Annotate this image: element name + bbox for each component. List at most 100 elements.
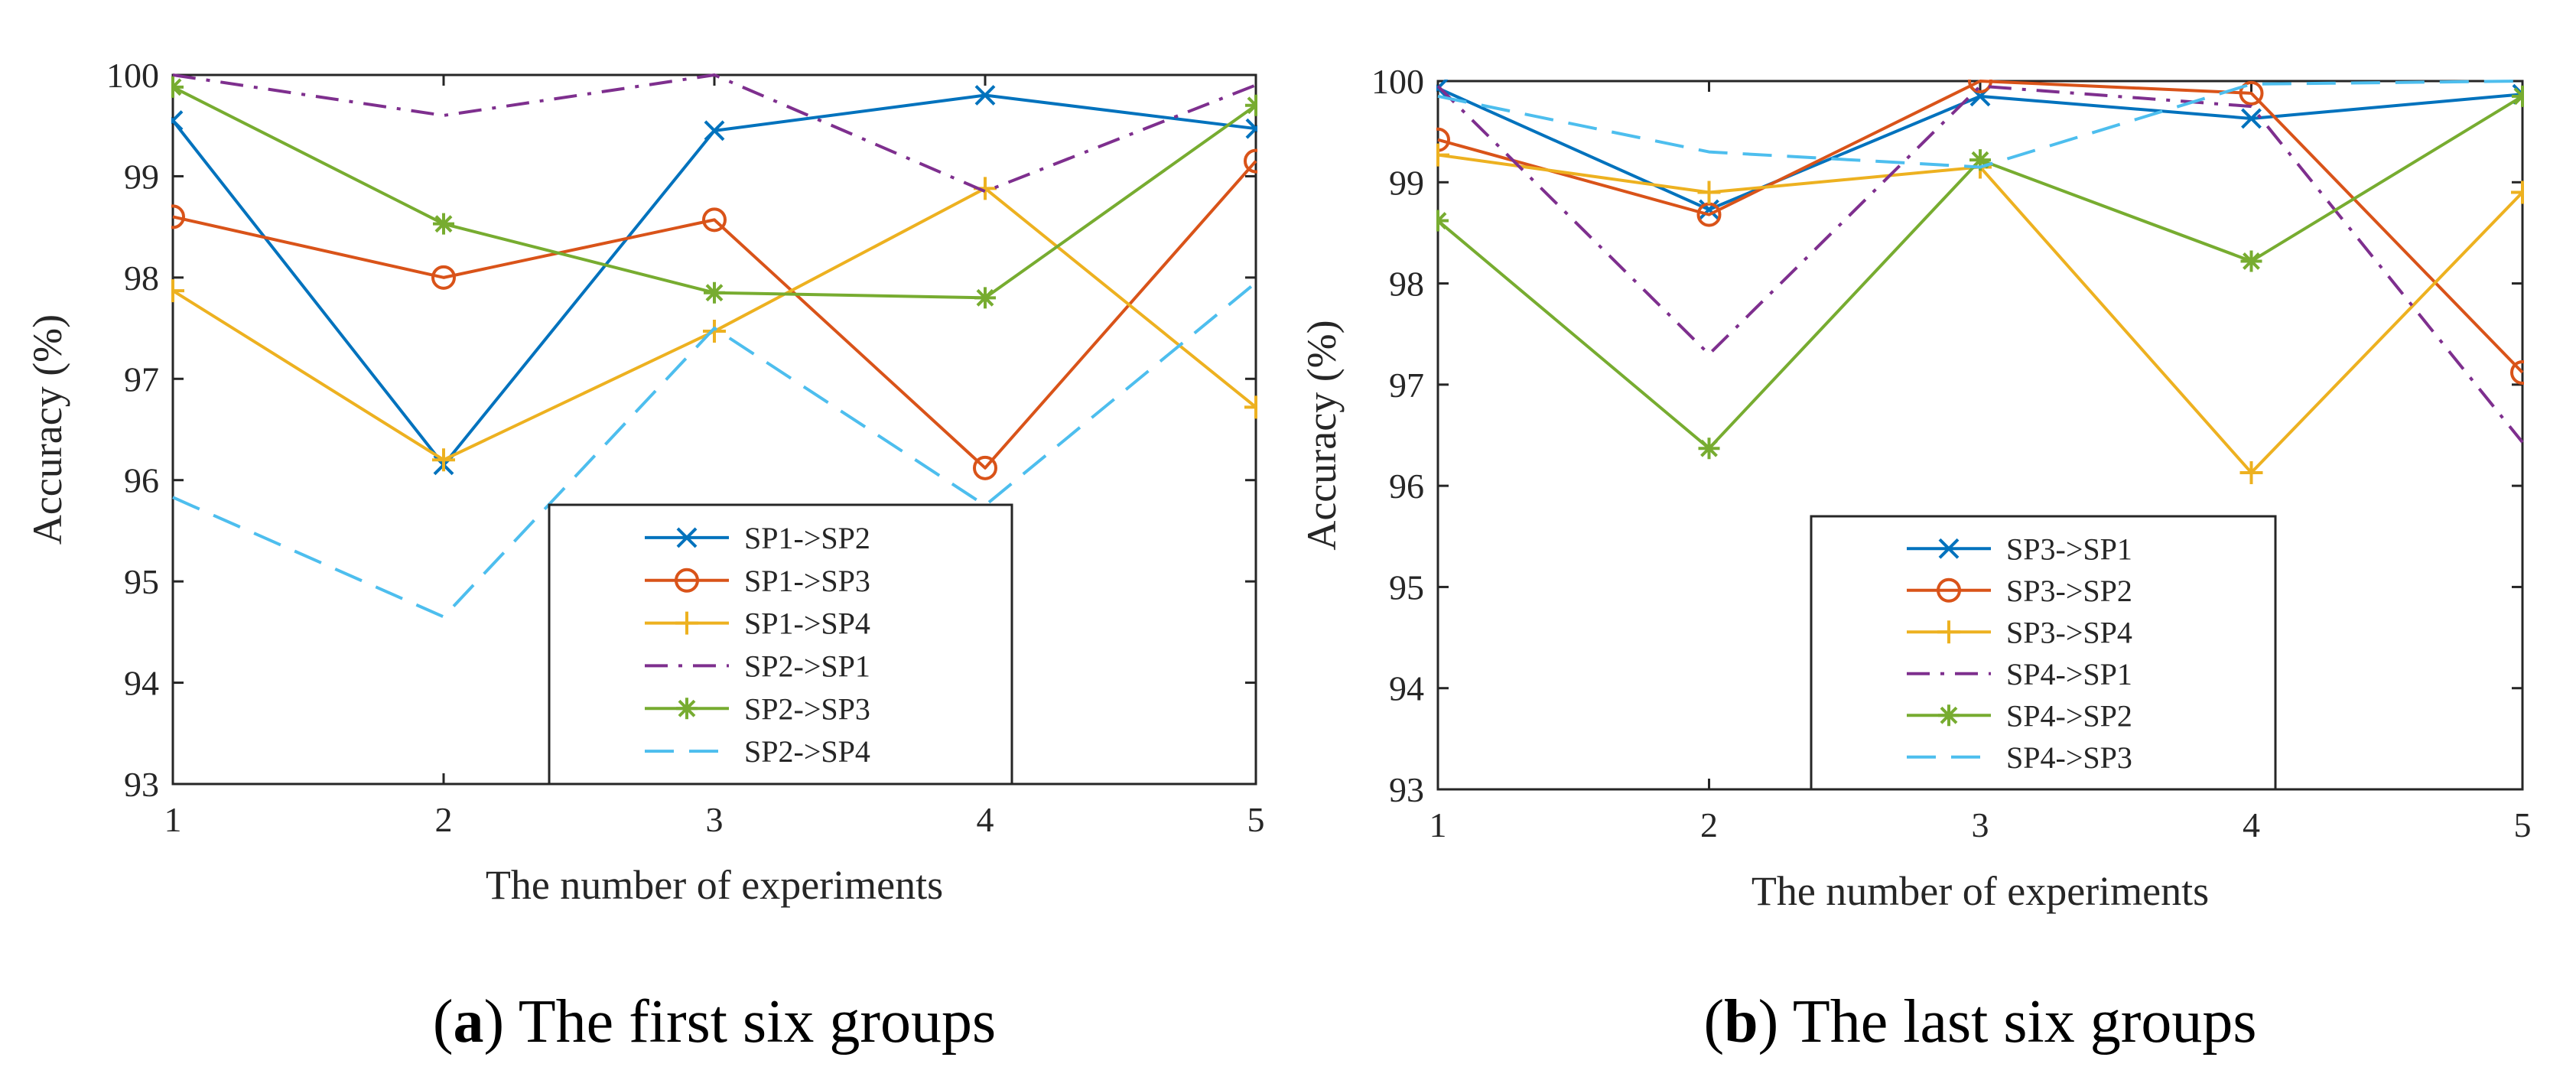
data-point-star-marker-4 — [974, 287, 996, 309]
data-point-x-marker-5 — [1245, 118, 1257, 139]
series-line — [1437, 80, 2523, 169]
data-point-plus-marker-4 — [2239, 460, 2263, 484]
data-point-circle-marker-0 — [1937, 577, 1961, 603]
legend-label: SP3->SP1 — [2006, 532, 2132, 566]
chart-a-x-tick-label: 1 — [164, 800, 182, 839]
caption-open-paren: ( — [433, 988, 454, 1056]
data-point-plus-marker-1 — [171, 279, 184, 303]
data-point-plus-marker-5 — [1244, 395, 1257, 419]
chart-a-legend-box — [548, 503, 1013, 786]
data-point-circle-marker-5 — [1244, 148, 1257, 174]
caption-text: The last six groups — [1793, 988, 2257, 1056]
chart-b-y-tick-label: 95 — [1389, 568, 1424, 607]
chart-b-x-tick-label: 2 — [1700, 805, 1718, 844]
data-point-x-marker-0 — [676, 527, 698, 548]
data-point-circle-marker-3 — [1968, 80, 1992, 93]
chart-a-series-sp1sp2 — [171, 85, 1257, 476]
chart-b-series-sp4sp1 — [1436, 84, 2524, 444]
chart-b-legend: SP3->SP1 SP3->SP2 SP3->SP4 SP4->SP1 SP4->SP2… — [1810, 515, 2277, 791]
data-point-x-marker-0 — [1938, 538, 1960, 559]
legend-item: SP3->SP2 — [1907, 574, 2132, 608]
series-line — [172, 73, 1257, 194]
legend-item: SP4->SP1 — [1907, 657, 2132, 691]
series-line — [172, 281, 1257, 619]
data-point-star-marker-0 — [1938, 704, 1960, 727]
data-point-circle-marker-2 — [1696, 202, 1722, 227]
data-point-plus-marker-5 — [2511, 181, 2524, 204]
legend-label: SP2->SP3 — [744, 691, 870, 726]
data-point-plus-marker-0 — [675, 611, 698, 635]
chart-a-y-tick-label: 99 — [124, 157, 159, 196]
legend-item: SP4->SP2 — [1907, 698, 2132, 733]
data-point-circle-marker-4 — [973, 455, 997, 480]
chart-b-y-axis-label: Accuracy (%) — [1299, 320, 1345, 550]
chart-b-legend-box — [1810, 515, 2277, 791]
legend-label: SP3->SP2 — [2006, 574, 2132, 608]
data-point-circle-marker-5 — [2510, 359, 2524, 385]
chart-a-caption: (a) The first six groups — [433, 988, 996, 1056]
chart-a-y-tick-label: 93 — [124, 765, 159, 804]
chart-b-series-sp4sp3 — [1437, 80, 2523, 169]
chart-b-series-sp4sp2 — [1436, 85, 2524, 460]
data-point-star-marker-5 — [2512, 85, 2524, 107]
chart-a-x-axis-label: The number of experiments — [486, 862, 943, 908]
data-point-x-marker-2 — [1699, 199, 1719, 220]
data-point-plus-marker-2 — [432, 448, 455, 472]
chart-a-series-sp2sp3 — [171, 76, 1257, 309]
chart-b-x-tick-label: 1 — [1429, 805, 1447, 844]
data-point-plus-marker-3 — [703, 320, 726, 343]
chart-a-series-sp1sp4 — [171, 177, 1257, 472]
data-point-x-marker-1 — [171, 110, 184, 132]
caption-letter: a — [454, 988, 484, 1056]
chart-b-plot-area — [1436, 80, 2524, 484]
data-point-plus-marker-2 — [1697, 181, 1721, 204]
legend-label: SP2->SP4 — [744, 734, 870, 769]
legend-item: SP1->SP3 — [645, 564, 870, 598]
chart-a-x-tick-label: 5 — [1247, 800, 1265, 839]
data-point-star-marker-1 — [1436, 210, 1449, 232]
caption-open-paren: ( — [1704, 988, 1725, 1056]
legend-label: SP4->SP2 — [2006, 698, 2132, 733]
data-point-circle-marker-4 — [2239, 80, 2264, 106]
legend-item: SP1->SP4 — [645, 607, 870, 641]
series-line — [1436, 84, 2524, 444]
series-line — [1437, 80, 2524, 374]
legend-label: SP2->SP1 — [744, 649, 870, 683]
chart-b-caption: (b) The last six groups — [1704, 988, 2257, 1056]
legend-item: SP3->SP1 — [1907, 532, 2132, 566]
chart-a-y-tick-label: 95 — [124, 562, 159, 601]
data-point-circle-marker-0 — [675, 568, 699, 593]
chart-b-y-tick-label: 100 — [1371, 62, 1424, 101]
legend-label: SP4->SP3 — [2006, 740, 2132, 775]
chart-a-y-tick-label: 94 — [124, 664, 159, 703]
legend-item: SP2->SP3 — [645, 691, 870, 726]
legend-item: SP2->SP1 — [645, 649, 870, 683]
chart-a-x-tick-label: 4 — [977, 800, 994, 839]
chart-b-y-tick-label: 98 — [1389, 265, 1424, 304]
data-point-circle-marker-2 — [431, 265, 456, 290]
data-point-star-marker-3 — [1969, 149, 1991, 171]
legend-label: SP4->SP1 — [2006, 657, 2132, 691]
chart-a-y-axis-label: Accuracy (%) — [24, 314, 70, 545]
data-point-x-marker-4 — [974, 85, 996, 106]
data-point-circle-marker-3 — [702, 207, 727, 233]
data-point-plus-marker-1 — [1436, 143, 1449, 167]
chart-a-y-tick-label: 100 — [106, 56, 159, 95]
chart-b-y-tick-label: 96 — [1389, 467, 1424, 506]
legend-item: SP1->SP2 — [645, 521, 870, 555]
legend-item: SP3->SP4 — [1907, 615, 2132, 649]
chart-a-legend: SP1->SP2 SP1->SP3 SP1->SP4 SP2->SP1 SP2->SP3… — [548, 503, 1013, 786]
chart-a-x-tick-label: 3 — [706, 800, 724, 839]
data-point-x-marker-4 — [2241, 108, 2262, 129]
chart-b-y-tick-label: 94 — [1389, 669, 1424, 708]
chart-a-series-sp1sp3 — [171, 148, 1257, 480]
data-point-star-marker-3 — [704, 281, 725, 304]
caption-close-paren: ) — [1758, 988, 1793, 1056]
data-point-star-marker-4 — [2240, 250, 2262, 272]
chart-b-x-tick-label: 4 — [2243, 805, 2260, 844]
data-point-star-marker-2 — [1698, 438, 1720, 460]
chart-b-x-tick-label: 3 — [1972, 805, 1989, 844]
data-point-x-marker-3 — [704, 120, 725, 142]
caption-close-paren: ) — [484, 988, 519, 1056]
